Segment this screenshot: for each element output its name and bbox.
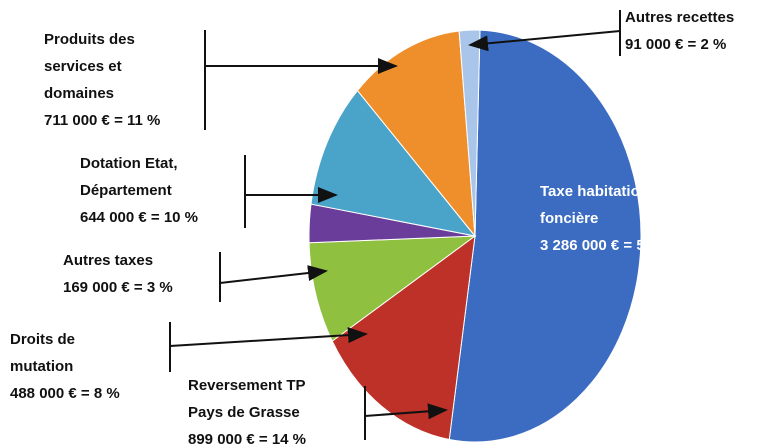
leader-arrow: [219, 265, 328, 284]
leader-arrow: [169, 327, 368, 347]
category-name: Autres recettes: [625, 9, 735, 26]
slice-label: Autres recettes 91 000 € = 2 %: [625, 4, 734, 58]
category-name: Taxe habitation et foncière: [540, 183, 667, 227]
value-label: 91 000 € = 2 %: [625, 36, 727, 53]
pie-slice: [356, 30, 476, 238]
leaders: [169, 10, 621, 440]
slices: [308, 29, 642, 443]
value-label: 644 000 € = 10 %: [80, 209, 199, 226]
value-label: 899 000 € = 14 %: [188, 431, 307, 445]
pie-slice: [331, 234, 476, 441]
value-label: 3 286 000 € = 52 %: [540, 237, 671, 254]
slice-label: Taxe habitation et foncière 3 286 000 € =…: [540, 178, 710, 259]
slice-label: Reversement TP Pays de Grasse 899 000 € =…: [188, 372, 343, 445]
category-name: Droits de mutation: [10, 331, 76, 375]
leader-arrow: [468, 30, 621, 52]
slice-label: Produits des services et domaines 711 000…: [44, 26, 174, 134]
category-name: Produits des services et domaines: [44, 31, 135, 102]
slice-label: Autres taxes 169 000 € = 3 %: [63, 247, 173, 301]
category-name: Reversement TP Pays de Grasse: [188, 377, 306, 421]
pie-slice: [458, 29, 481, 237]
slice-label: Dotation Etat, Département 644 000 € = 10…: [80, 150, 230, 231]
pie-slice: [448, 29, 642, 443]
value-label: 488 000 € = 8 %: [10, 385, 120, 402]
leader-arrow: [364, 403, 448, 420]
category-name: Dotation Etat, Département: [80, 155, 178, 199]
category-name: Autres taxes: [63, 252, 154, 269]
value-label: 711 000 € = 11 %: [44, 112, 161, 129]
pie-slice: [310, 89, 477, 237]
pie-slice: [308, 235, 477, 342]
value-label: 169 000 € = 3 %: [63, 279, 173, 296]
slice-label: Droits de mutation 488 000 € = 8 %: [10, 326, 120, 407]
